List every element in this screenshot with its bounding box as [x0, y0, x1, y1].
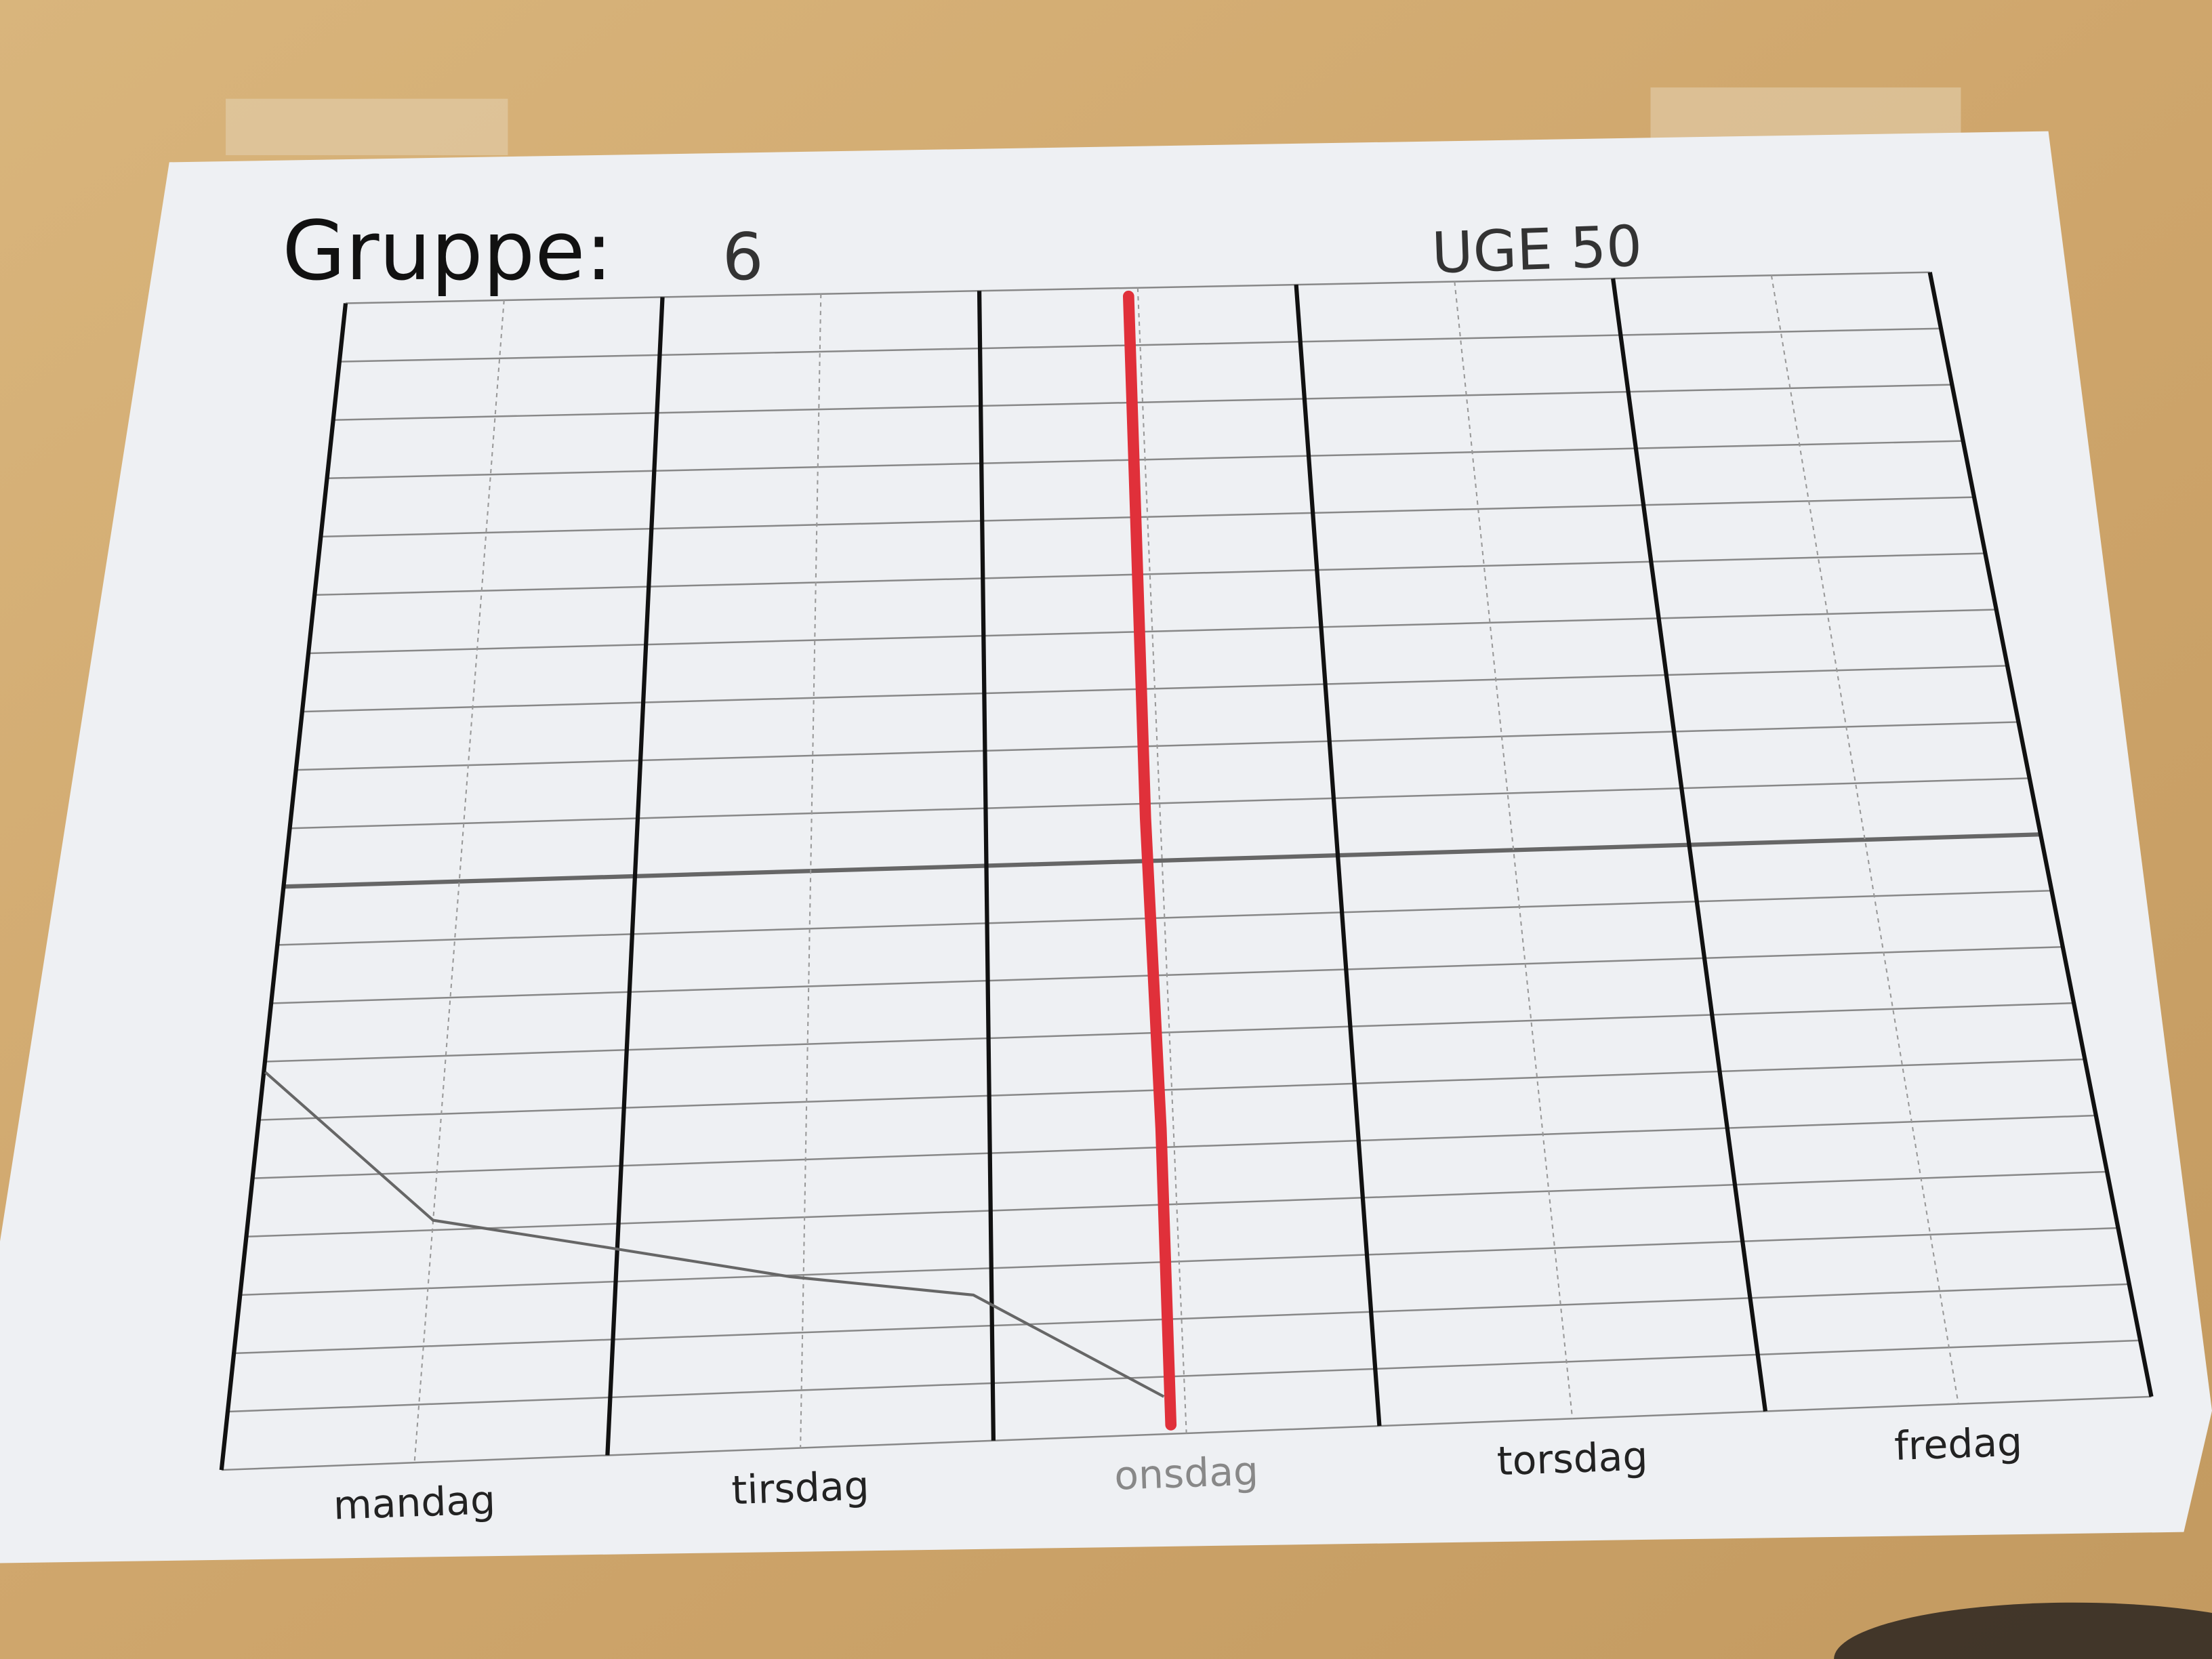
day-line — [1294, 284, 1382, 1427]
tape — [226, 98, 508, 155]
row-line — [252, 1114, 2096, 1179]
row-line — [314, 552, 1986, 596]
row-line — [333, 384, 1952, 421]
day-line — [605, 297, 665, 1456]
row-line — [227, 1339, 2141, 1413]
row-line — [308, 609, 1996, 655]
row-line — [258, 1058, 2085, 1121]
shadow — [1834, 1602, 2212, 1659]
half-line — [800, 293, 822, 1448]
row-line — [283, 832, 2041, 889]
pencil-line — [264, 1071, 1165, 1398]
day-line — [1927, 272, 2154, 1397]
row-line — [234, 1283, 2129, 1355]
day-label: onsdag — [1113, 1448, 1259, 1498]
day-label: tirsdag — [731, 1462, 869, 1513]
group-number: 6 — [722, 219, 764, 295]
row-line — [289, 777, 2030, 830]
day-label: mandag — [333, 1477, 496, 1528]
paper — [0, 131, 2212, 1563]
week: UGE 50 — [1431, 213, 1643, 287]
row-line — [339, 327, 1942, 363]
day-labels: mandag tirsdag onsdag torsdag fredag — [333, 1418, 2023, 1528]
day-line — [1611, 278, 1768, 1412]
day-label: fredag — [1893, 1418, 2023, 1469]
grid — [219, 271, 2154, 1471]
row-line — [221, 1395, 2152, 1471]
marker-line — [1122, 290, 1177, 1431]
row-line — [277, 889, 2052, 946]
day-label: torsdag — [1496, 1433, 1649, 1485]
day-line — [219, 303, 348, 1471]
group-label: Gruppe: — [282, 204, 613, 299]
day-line — [977, 291, 996, 1441]
